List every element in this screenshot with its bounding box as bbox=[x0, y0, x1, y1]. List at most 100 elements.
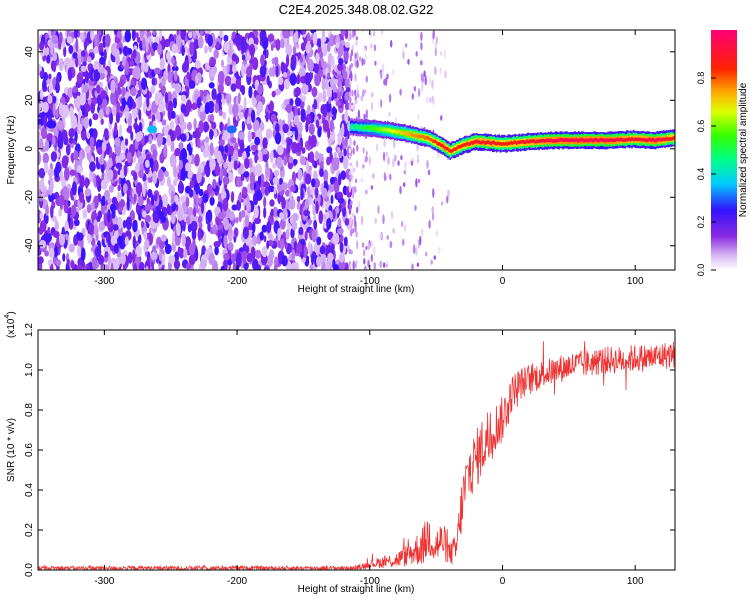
heatmap-ridge-cell bbox=[632, 137, 635, 142]
heatmap-cell bbox=[150, 85, 156, 94]
heatmap-cell bbox=[111, 151, 116, 166]
heatmap-cell bbox=[74, 131, 78, 142]
heatmap-cell bbox=[255, 249, 262, 259]
heatmap-ridge-cell bbox=[639, 137, 641, 142]
heatmap-cell bbox=[415, 50, 418, 57]
heatmap-cell bbox=[114, 37, 121, 44]
heatmap-cell bbox=[295, 30, 299, 38]
heatmap-cell bbox=[297, 169, 303, 181]
heatmap-ridge-cell bbox=[570, 138, 572, 142]
heatmap-ridge-cell bbox=[637, 137, 640, 142]
heatmap-ridge-cell bbox=[530, 139, 532, 144]
heatmap-cell bbox=[305, 159, 309, 174]
heatmap-cell bbox=[353, 185, 356, 193]
heatmap-cell bbox=[202, 193, 209, 203]
heatmap-cell bbox=[222, 176, 230, 185]
heatmap-ridge-cell bbox=[448, 148, 450, 152]
heatmap-cell bbox=[350, 62, 353, 68]
heatmap-ridge-cell bbox=[405, 132, 408, 136]
heatmap-cell bbox=[123, 164, 128, 177]
heatmap-ridge-cell bbox=[562, 138, 564, 142]
heatmap-ridge-cell bbox=[430, 138, 433, 142]
heatmap-cell bbox=[354, 263, 357, 268]
heatmap-cell bbox=[215, 41, 221, 49]
heatmap-ridge-cell bbox=[608, 138, 611, 143]
heatmap-ridge-cell bbox=[513, 140, 515, 145]
heatmap-cell bbox=[48, 73, 52, 80]
heatmap-cell bbox=[318, 69, 323, 78]
heatmap-cell bbox=[307, 58, 314, 72]
heatmap-ridge-cell bbox=[460, 144, 462, 149]
heatmap-cell bbox=[200, 105, 204, 113]
heatmap-cell bbox=[152, 42, 159, 51]
heatmap-ridge-cell bbox=[469, 141, 471, 146]
heatmap-cell bbox=[143, 62, 149, 73]
heatmap-cell bbox=[199, 109, 206, 122]
heatmap-cell bbox=[312, 205, 317, 216]
heatmap-cell bbox=[218, 109, 223, 117]
heatmap-cell bbox=[297, 107, 301, 116]
heatmap-cell bbox=[331, 107, 338, 116]
heatmap-cell bbox=[157, 169, 164, 182]
heatmap-cell bbox=[137, 95, 142, 108]
heatmap-cell bbox=[337, 63, 344, 72]
heatmap-cell bbox=[46, 54, 51, 64]
heatmap-cell bbox=[431, 79, 434, 89]
heatmap-cell bbox=[319, 245, 326, 255]
heatmap-cell bbox=[374, 60, 377, 66]
heatmap-ridge-cell bbox=[541, 138, 543, 143]
heatmap-ridge-cell bbox=[568, 138, 571, 143]
heatmap-cell bbox=[209, 158, 216, 171]
heatmap-cell bbox=[365, 75, 368, 83]
heatmap-cell bbox=[223, 218, 230, 231]
heatmap-cell bbox=[262, 153, 269, 163]
heatmap-cell bbox=[343, 236, 348, 247]
heatmap-ridge-cell bbox=[406, 132, 409, 136]
heatmap-cell bbox=[38, 248, 42, 256]
heatmap-cell bbox=[286, 103, 292, 114]
heatmap-ridge-cell bbox=[614, 138, 616, 143]
heatmap-cell bbox=[240, 63, 245, 78]
heatmap-ridge-cell bbox=[660, 138, 662, 142]
heatmap-cell bbox=[68, 137, 74, 144]
heatmap-cell bbox=[209, 129, 214, 140]
heatmap-cell bbox=[259, 121, 265, 132]
heatmap-cell bbox=[238, 111, 244, 120]
heatmap-ridge-cell bbox=[591, 138, 593, 143]
heatmap-cell bbox=[328, 136, 332, 147]
heatmap-cell bbox=[185, 196, 190, 208]
heatmap-cell bbox=[338, 58, 344, 66]
heatmap-cell bbox=[370, 185, 374, 190]
heatmap-cell bbox=[207, 34, 213, 47]
heatmap-cell bbox=[179, 114, 184, 125]
heatmap-cell bbox=[108, 184, 114, 193]
heatmap-cell bbox=[80, 50, 86, 57]
heatmap-cell bbox=[420, 31, 423, 42]
heatmap-cell bbox=[379, 233, 382, 239]
heatmap-ridge-cell bbox=[465, 142, 467, 147]
heatmap-cell bbox=[352, 260, 355, 270]
heatmap-ridge-cell bbox=[649, 137, 652, 142]
heatmap-ridge-cell bbox=[368, 125, 370, 130]
heatmap-ridge-cell bbox=[633, 137, 636, 142]
heatmap-ridge-cell bbox=[440, 143, 442, 147]
heatmap-cell bbox=[252, 235, 258, 247]
heatmap-cell bbox=[431, 211, 435, 221]
heatmap-cell bbox=[97, 30, 102, 37]
heatmap-cell bbox=[101, 98, 108, 109]
heatmap-ridge-cell bbox=[538, 139, 540, 143]
heatmap-ridge-cell bbox=[413, 133, 416, 138]
heatmap-cell bbox=[354, 220, 357, 228]
heatmap-cell bbox=[150, 50, 155, 57]
heatmap-cell bbox=[158, 99, 165, 113]
heatmap-cell bbox=[417, 178, 421, 184]
heatmap-cell bbox=[270, 113, 277, 123]
heatmap-cell bbox=[380, 71, 383, 80]
heatmap-cell bbox=[89, 136, 95, 147]
heatmap-cell bbox=[339, 241, 344, 254]
heatmap-ridge-cell bbox=[612, 138, 615, 143]
heatmap-cell bbox=[221, 59, 224, 68]
heatmap-cell bbox=[344, 41, 351, 48]
heatmap-ridge-cell bbox=[387, 128, 389, 133]
heatmap-cell bbox=[51, 34, 59, 44]
